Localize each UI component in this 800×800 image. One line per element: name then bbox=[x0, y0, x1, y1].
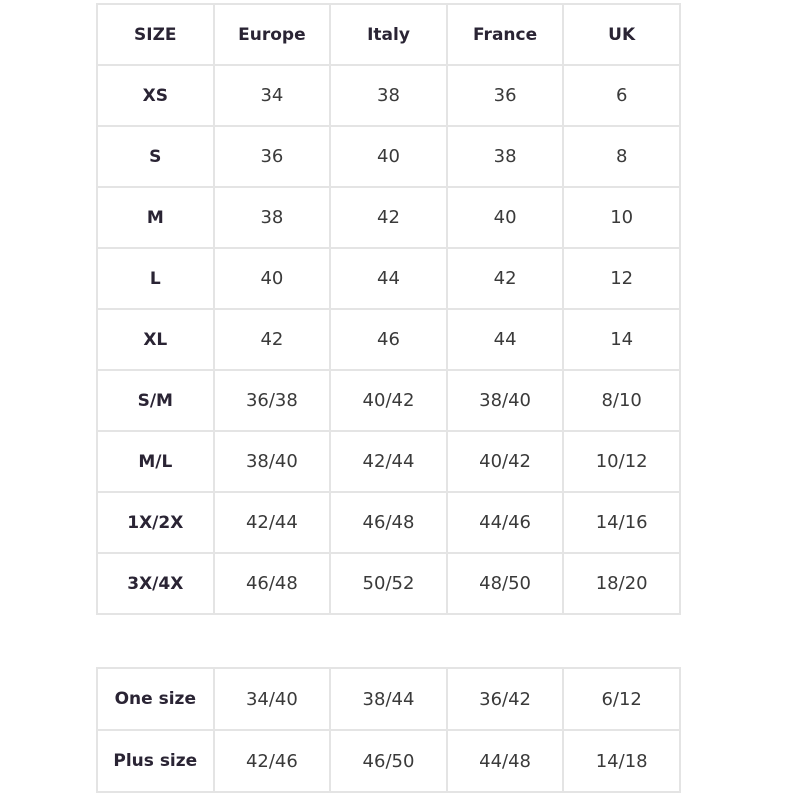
table-cell: 6 bbox=[562, 64, 681, 127]
table-cell: 8 bbox=[562, 125, 681, 188]
table-cell: 44/48 bbox=[445, 729, 565, 793]
table-cell: 46/48 bbox=[212, 552, 332, 615]
table-row: 1X/2X 42/44 46/48 44/46 14/16 bbox=[96, 491, 681, 554]
size-label-cell: One size bbox=[96, 667, 215, 731]
table-cell: 42/46 bbox=[212, 729, 332, 793]
size-label-cell: 3X/4X bbox=[96, 552, 215, 615]
size-label-cell: XL bbox=[96, 308, 215, 371]
header-row: SIZE Europe Italy France UK bbox=[96, 3, 681, 66]
table-cell: 48/50 bbox=[445, 552, 565, 615]
table-cell: 36/42 bbox=[445, 667, 565, 731]
table-cell: 50/52 bbox=[329, 552, 448, 615]
table-cell: 40 bbox=[212, 247, 332, 310]
table-cell: 46/48 bbox=[329, 491, 448, 554]
table-cell: 34/40 bbox=[212, 667, 332, 731]
table-cell: 40/42 bbox=[445, 430, 565, 493]
column-header: SIZE bbox=[96, 3, 215, 66]
table-cell: 46/50 bbox=[329, 729, 448, 793]
size-label-cell: M bbox=[96, 186, 215, 249]
table-cell: 34 bbox=[212, 64, 332, 127]
table-cell: 46 bbox=[329, 308, 448, 371]
table-cell: 10/12 bbox=[562, 430, 681, 493]
size-label-cell: Plus size bbox=[96, 729, 215, 793]
table-row: M 38 42 40 10 bbox=[96, 186, 681, 249]
table-row: M/L 38/40 42/44 40/42 10/12 bbox=[96, 430, 681, 493]
table-cell: 42 bbox=[329, 186, 448, 249]
size-label-cell: L bbox=[96, 247, 215, 310]
table-cell: 14/16 bbox=[562, 491, 681, 554]
table-row: Plus size 42/46 46/50 44/48 14/18 bbox=[96, 729, 681, 793]
table-row: XL 42 46 44 14 bbox=[96, 308, 681, 371]
column-header: UK bbox=[562, 3, 681, 66]
table-row: One size 34/40 38/44 36/42 6/12 bbox=[96, 667, 681, 731]
table-cell: 44 bbox=[445, 308, 565, 371]
table-cell: 12 bbox=[562, 247, 681, 310]
table-cell: 6/12 bbox=[562, 667, 681, 731]
table-cell: 36 bbox=[212, 125, 332, 188]
size-chart-table: SIZE Europe Italy France UK XS 34 38 36 6 S 36 40 38 8… bbox=[96, 3, 681, 615]
table-row: 3X/4X 46/48 50/52 48/50 18/20 bbox=[96, 552, 681, 615]
table-cell: 40/42 bbox=[329, 369, 448, 432]
table-cell: 44 bbox=[329, 247, 448, 310]
size-label-cell: XS bbox=[96, 64, 215, 127]
table-row: L 40 44 42 12 bbox=[96, 247, 681, 310]
table-cell: 42 bbox=[445, 247, 565, 310]
table-cell: 38/40 bbox=[212, 430, 332, 493]
one-plus-size-table: One size 34/40 38/44 36/42 6/12 Plus size 42/4… bbox=[96, 667, 681, 793]
table-cell: 44/46 bbox=[445, 491, 565, 554]
table-cell: 38/44 bbox=[329, 667, 448, 731]
table-cell: 40 bbox=[329, 125, 448, 188]
size-label-cell: 1X/2X bbox=[96, 491, 215, 554]
size-label-cell: S/M bbox=[96, 369, 215, 432]
table-cell: 36 bbox=[445, 64, 565, 127]
size-label-cell: M/L bbox=[96, 430, 215, 493]
table-cell: 38 bbox=[445, 125, 565, 188]
table-cell: 40 bbox=[445, 186, 565, 249]
table-row: S/M 36/38 40/42 38/40 8/10 bbox=[96, 369, 681, 432]
table-cell: 42/44 bbox=[329, 430, 448, 493]
table-cell: 42/44 bbox=[212, 491, 332, 554]
table-cell: 14/18 bbox=[562, 729, 681, 793]
table-row: S 36 40 38 8 bbox=[96, 125, 681, 188]
table-cell: 38 bbox=[329, 64, 448, 127]
column-header: France bbox=[445, 3, 565, 66]
column-header: Italy bbox=[329, 3, 448, 66]
size-label-cell: S bbox=[96, 125, 215, 188]
column-header: Europe bbox=[212, 3, 332, 66]
table-cell: 38 bbox=[212, 186, 332, 249]
table-cell: 18/20 bbox=[562, 552, 681, 615]
table-cell: 14 bbox=[562, 308, 681, 371]
table-cell: 36/38 bbox=[212, 369, 332, 432]
table-row: XS 34 38 36 6 bbox=[96, 64, 681, 127]
table-cell: 10 bbox=[562, 186, 681, 249]
table-cell: 38/40 bbox=[445, 369, 565, 432]
table-cell: 42 bbox=[212, 308, 332, 371]
table-cell: 8/10 bbox=[562, 369, 681, 432]
